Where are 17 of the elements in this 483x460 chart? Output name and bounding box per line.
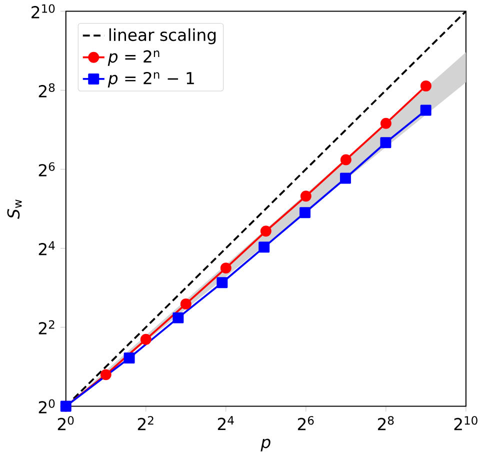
x-tick-label: 2$^{0}$: [58, 416, 74, 430]
y-axis-title: S$_{w}$: [7, 200, 22, 220]
x-tick-label: 2$^{4}$: [218, 416, 234, 430]
y-tick-label: 2$^{0}$: [38, 399, 55, 414]
x-tick-label: 2$^{6}$: [298, 416, 314, 430]
legend-label: p = 2$^{n}$ − 1: [108, 72, 194, 88]
x-axis-title: p: [260, 439, 270, 452]
y-tick-label: 2$^{8}$: [38, 83, 55, 98]
y-tick-label: 2$^{10}$: [32, 4, 55, 18]
legend-label: p = 2$^{n}$: [108, 50, 160, 66]
y-tick-label: 2$^{4}$: [38, 242, 55, 256]
x-tick-label: 2$^{10}$: [454, 416, 478, 430]
x-tick-label: 2$^{8}$: [378, 416, 394, 430]
y-tick-label: 2$^{6}$: [38, 162, 55, 176]
legend-label: linear scaling: [109, 28, 216, 44]
y-tick-label: 2$^{2}$: [38, 320, 54, 334]
x-tick-label: 2$^{2}$: [138, 416, 154, 430]
